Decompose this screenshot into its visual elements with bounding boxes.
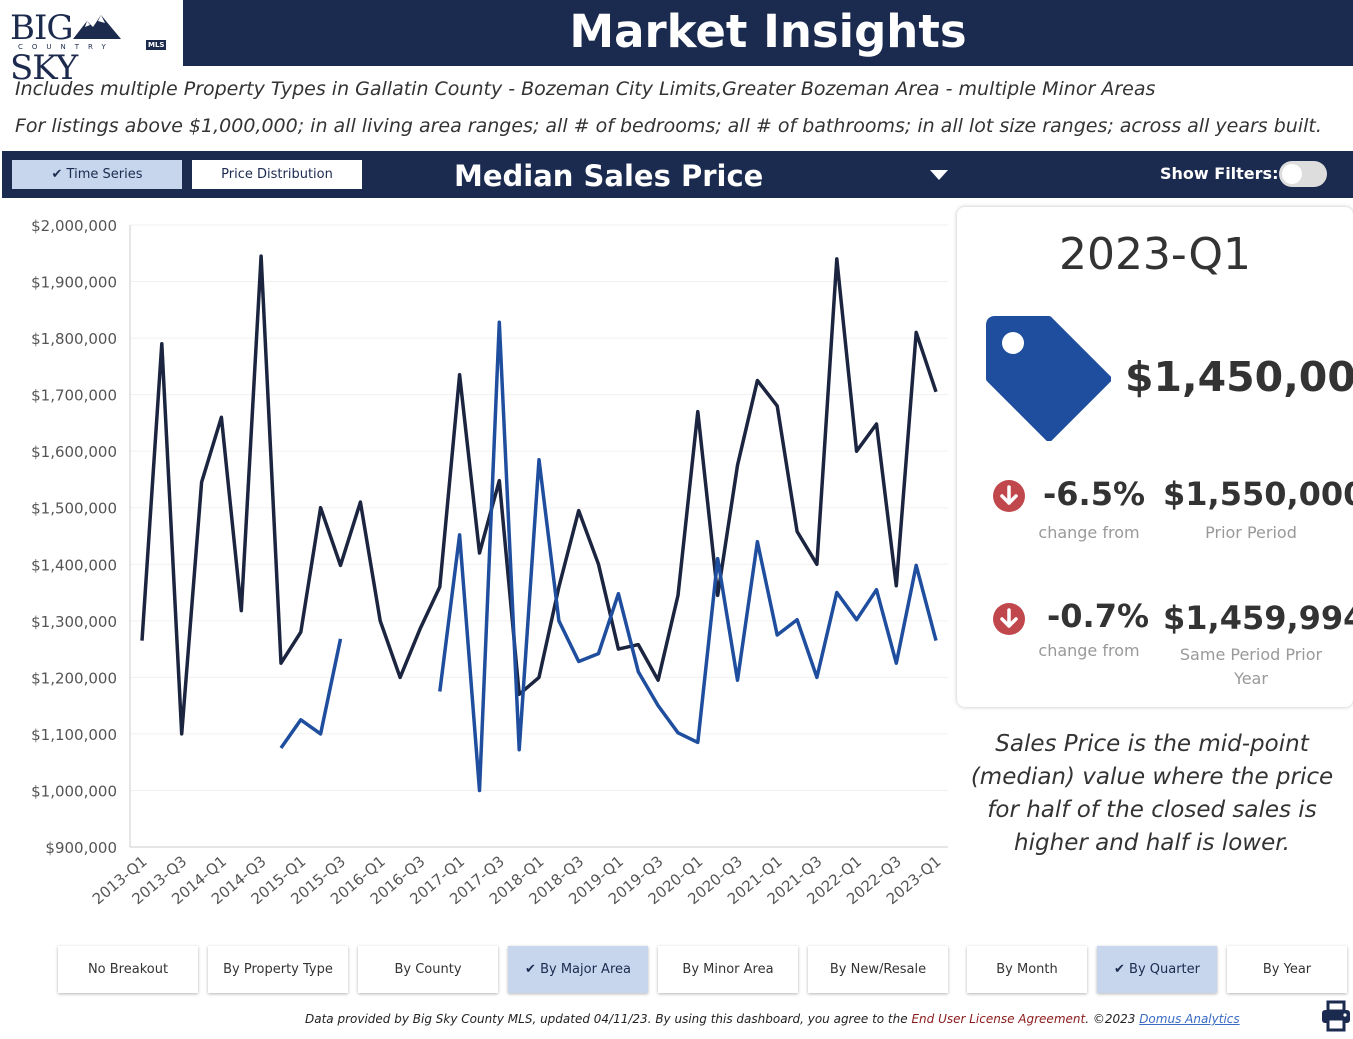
license-link[interactable]: End User License Agreement (911, 1012, 1086, 1026)
y-tick-label: $1,400,000 (31, 556, 117, 574)
series-2-line (438, 320, 938, 793)
check-icon: ✔ (1113, 962, 1125, 977)
logo-subtext: COUNTRY (18, 43, 115, 51)
time-series-button[interactable]: ✔ Time Series (12, 160, 182, 189)
prior-period-value: $1,550,000 (1163, 475, 1353, 513)
header-band: Market Insights (183, 0, 1353, 66)
y-tick-label: $1,000,000 (31, 782, 117, 800)
footer: Data provided by Big Sky County MLS, upd… (305, 1012, 1240, 1026)
toolbar: ✔ Time Series Price Distribution Median … (2, 151, 1353, 198)
footer-copyright: . ©2023 (1085, 1012, 1140, 1026)
y-tick-label: $900,000 (45, 839, 117, 857)
by-property-type-button[interactable]: By Property Type (208, 946, 348, 993)
change-from-caption: change from (1038, 641, 1140, 660)
median-definition-note: Sales Price is the mid-point (median) va… (970, 731, 1334, 856)
time-series-label: Time Series (66, 167, 143, 182)
mountain-icon (72, 15, 121, 39)
chevron-down-icon (930, 170, 948, 180)
change-from-caption: change from (1038, 523, 1140, 542)
by-new-resale-button[interactable]: By New/Resale (808, 946, 948, 993)
logo-badge: MLS (146, 40, 167, 50)
y-tick-label: $1,800,000 (31, 330, 117, 348)
by-minor-area-button[interactable]: By Minor Area (658, 946, 798, 993)
median-price-chart: $900,000 $1,000,000 $1,100,000 $1,200,000 $1… (31, 217, 948, 908)
page-title: Market Insights (569, 5, 967, 58)
price-distribution-button[interactable]: Price Distribution (192, 160, 362, 189)
y-tick-label: $1,300,000 (31, 613, 117, 631)
logo-wordmark: BIGSKY (10, 8, 181, 88)
y-tick-label: $1,900,000 (31, 274, 117, 292)
prior-period-caption: Prior Period (1205, 523, 1297, 542)
company-link[interactable]: Domus Analytics (1139, 1012, 1240, 1026)
metric-dropdown[interactable]: Median Sales Price (442, 155, 952, 195)
by-year-button[interactable]: By Year (1227, 946, 1347, 993)
by-quarter-label: By Quarter (1129, 962, 1200, 977)
y-tick-label: $2,000,000 (31, 217, 117, 235)
by-county-button[interactable]: By County (358, 946, 498, 993)
y-tick-label: $1,100,000 (31, 726, 117, 744)
arrow-down-icon (993, 480, 1025, 512)
series-1-line (140, 254, 938, 736)
change-pct-yoy: -0.7% (1047, 597, 1150, 635)
same-period-caption-1: Same Period Prior (1179, 645, 1323, 664)
kpi-value: $1,450,000 (1125, 353, 1353, 401)
same-period-caption-2: Year (1234, 669, 1268, 688)
by-major-area-label: By Major Area (540, 962, 631, 977)
footer-text: Data provided by Big Sky County MLS, upd… (305, 1012, 912, 1026)
toggle-knob (1282, 164, 1302, 184)
arrow-down-icon (993, 603, 1025, 635)
metric-selected: Median Sales Price (454, 159, 764, 193)
no-breakout-button[interactable]: No Breakout (58, 946, 198, 993)
filter-summary-1: Includes multiple Property Types in Gall… (15, 78, 1156, 100)
same-period-value: $1,459,994 (1163, 599, 1353, 637)
price-tag-icon (986, 316, 1111, 441)
show-filters-toggle[interactable] (1279, 161, 1327, 187)
kpi-period: 2023-Q1 (1058, 229, 1252, 280)
printer-icon[interactable] (1320, 1000, 1352, 1032)
filter-summary-2: For listings above $1,000,000; in all li… (15, 115, 1322, 137)
by-quarter-button[interactable]: ✔ By Quarter (1097, 946, 1217, 993)
check-icon: ✔ (51, 167, 63, 182)
change-pct-prior: -6.5% (1043, 475, 1146, 513)
show-filters-label: Show Filters: (1160, 164, 1279, 183)
y-tick-label: $1,200,000 (31, 669, 117, 687)
y-tick-label: $1,700,000 (31, 387, 117, 405)
logo: BIGSKY COUNTRY MLS (0, 0, 181, 88)
by-major-area-button[interactable]: ✔ By Major Area (508, 946, 648, 993)
y-tick-label: $1,500,000 (31, 500, 117, 518)
by-month-button[interactable]: By Month (967, 946, 1087, 993)
y-tick-label: $1,600,000 (31, 443, 117, 461)
kpi-card: 2023-Q1 $1,450,000 -6.5% $1,550,000 chan… (957, 207, 1353, 707)
series-2-line (279, 638, 343, 750)
check-icon: ✔ (525, 962, 536, 977)
